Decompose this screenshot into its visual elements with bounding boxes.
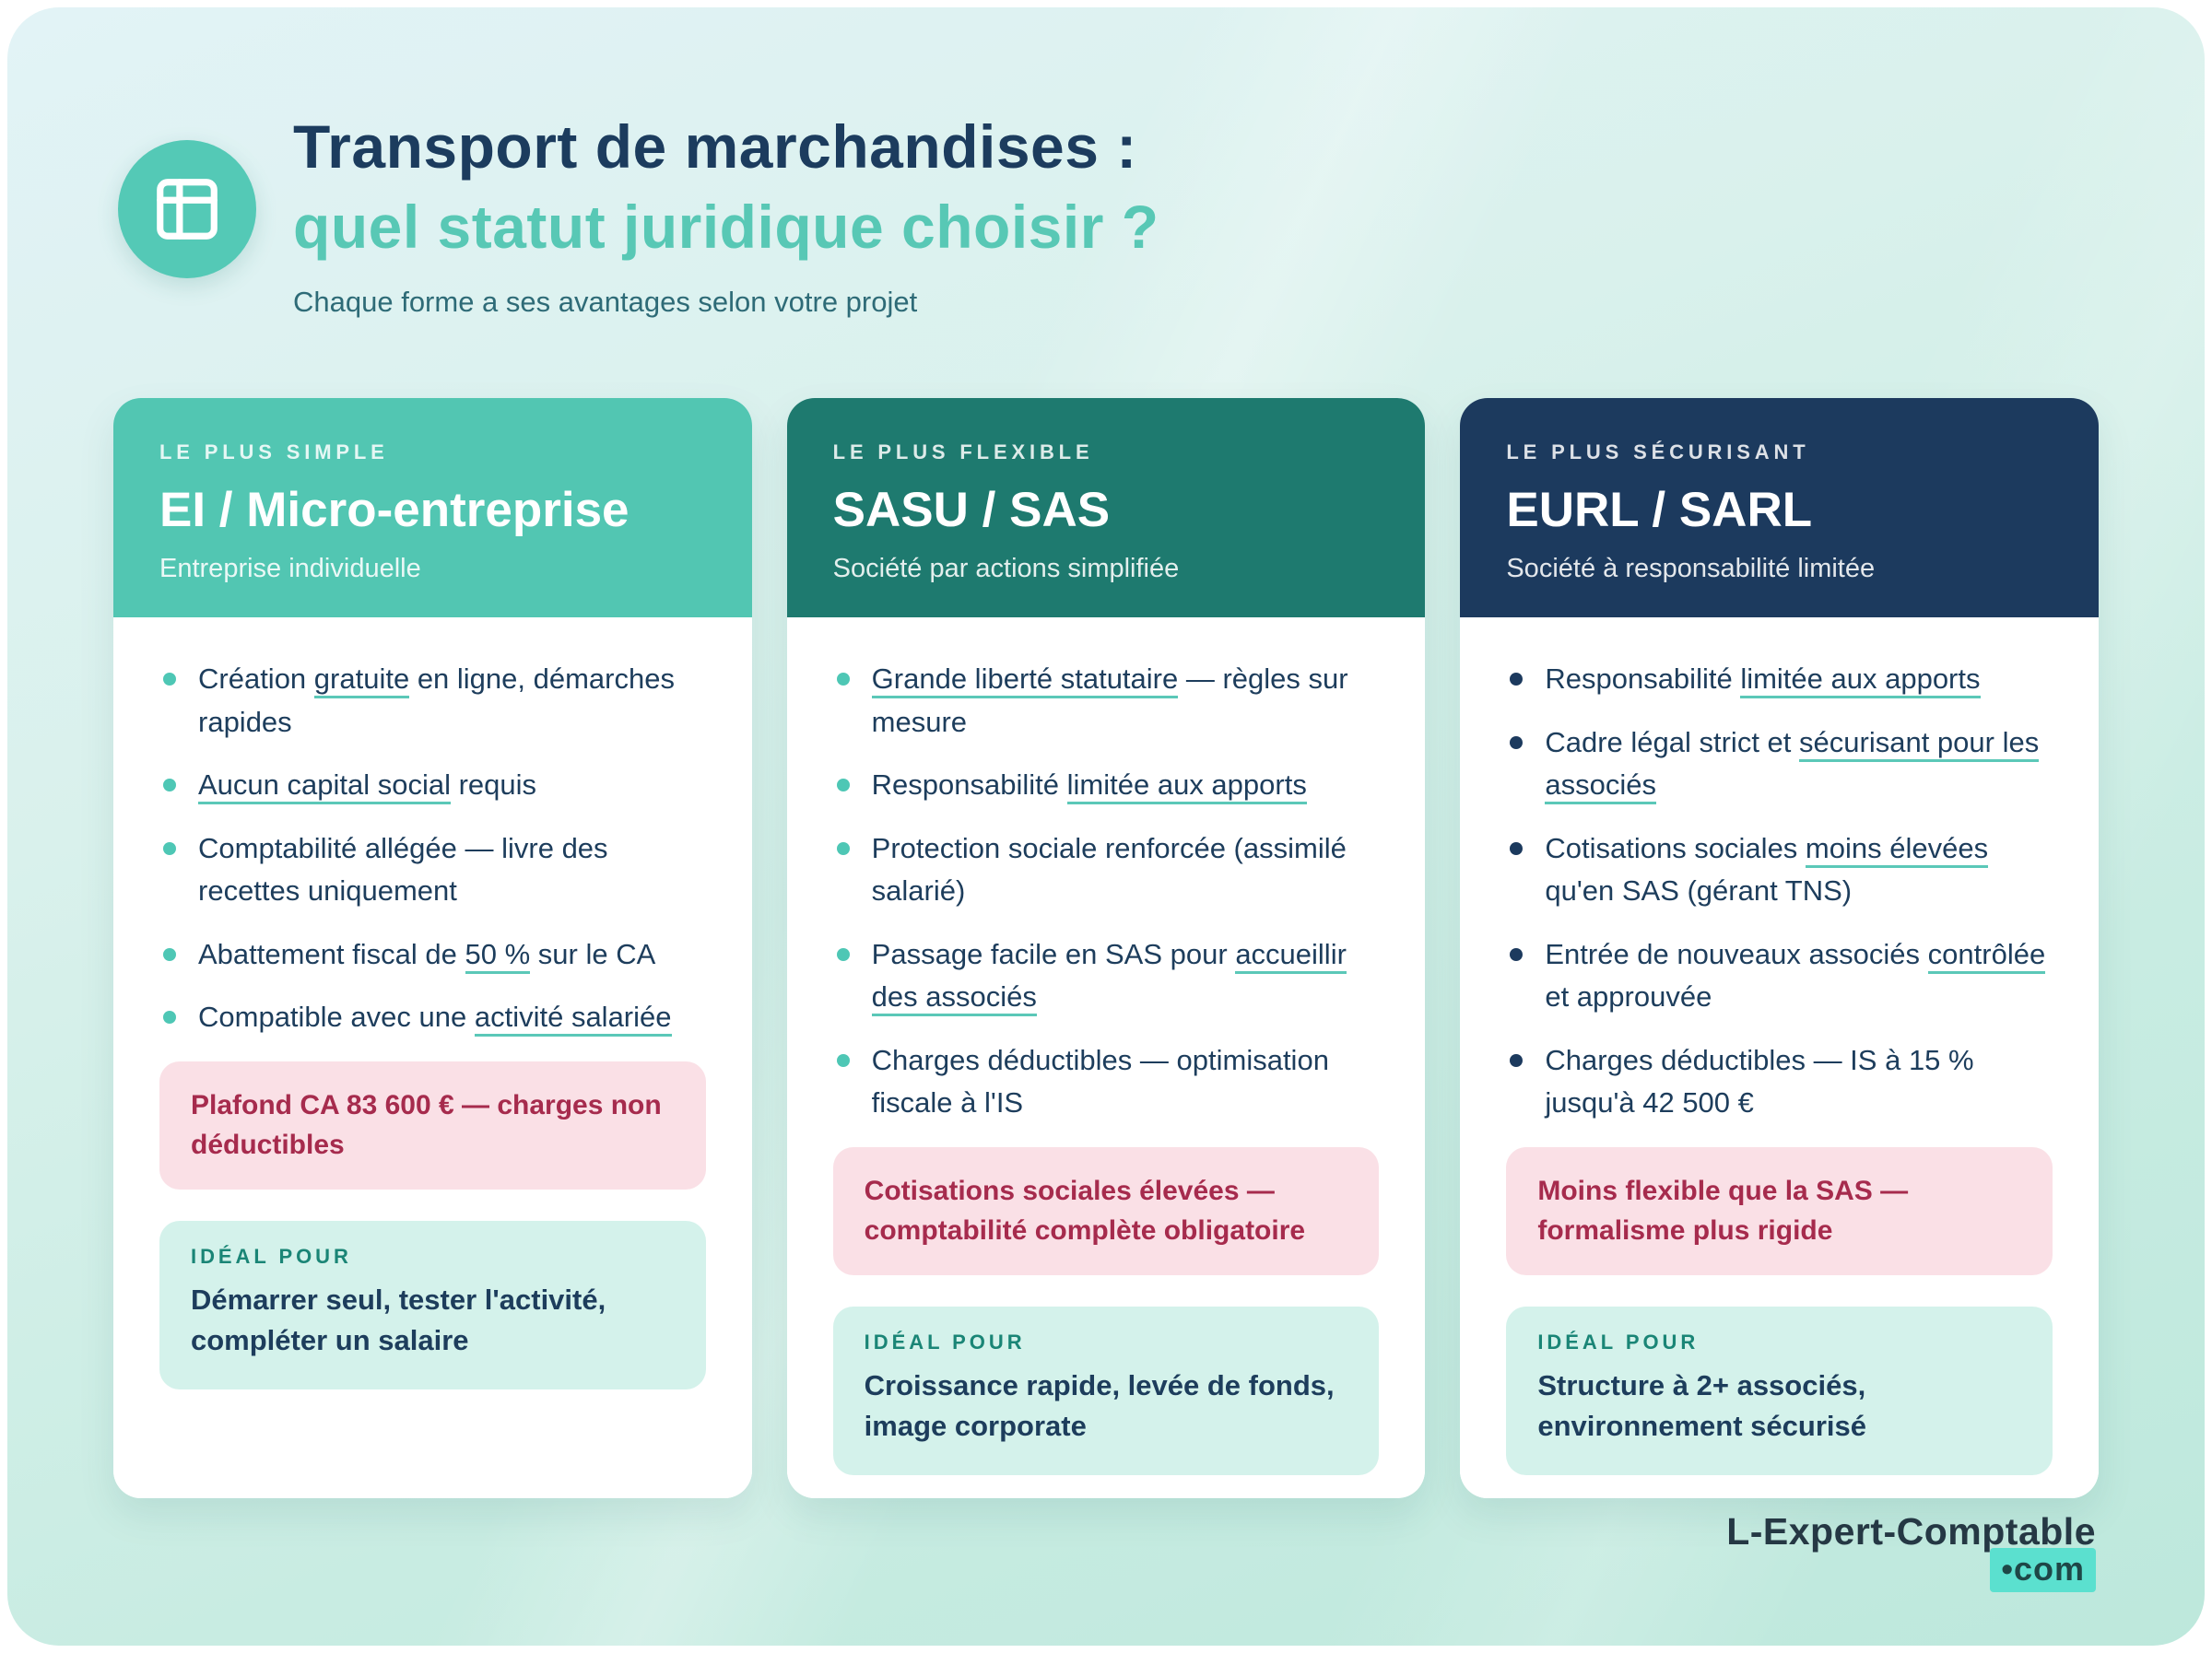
- card-header: LE PLUS SÉCURISANT EURL / SARL Société à…: [1460, 398, 2100, 617]
- ideal-box: IDÉAL POUR Croissance rapide, levée de f…: [832, 1306, 1380, 1476]
- bullet-item: Responsabilité limitée aux apports: [833, 764, 1380, 807]
- bullet-item: Grande liberté statutaire — règles sur m…: [833, 658, 1380, 744]
- bullet-dot: [163, 841, 176, 855]
- bullet-list: Création gratuite en ligne, démarches ra…: [159, 658, 706, 1039]
- status-card: LE PLUS FLEXIBLE SASU / SAS Société par …: [786, 398, 1426, 1498]
- ideal-label: IDÉAL POUR: [191, 1244, 352, 1268]
- bullet-dot: [163, 947, 176, 961]
- bullet-item: Abattement fiscal de 50 % sur le CA: [159, 933, 706, 977]
- card-tag-label: LE PLUS SÉCURISANT: [1506, 440, 1810, 463]
- bullet-item: Comptabilité allégée — livre des recette…: [159, 827, 706, 913]
- ideal-text: Croissance rapide, levée de fonds, image…: [864, 1368, 1335, 1443]
- bullet-text: Cadre légal strict et sécurisant pour le…: [1545, 721, 2053, 807]
- bullet-text: Responsabilité limitée aux apports: [872, 764, 1380, 807]
- bullet-dot: [836, 947, 850, 961]
- ideal-label: IDÉAL POUR: [864, 1330, 1026, 1354]
- bullet-dot: [1510, 673, 1524, 686]
- bullet-item: Compatible avec une activité salariée: [159, 996, 706, 1039]
- bullet-list: Responsabilité limitée aux apports Cadre …: [1506, 658, 2053, 1125]
- ideal-box: IDÉAL POUR Structure à 2+ associés, envi…: [1506, 1306, 2053, 1476]
- card-subtitle: Société à responsabilité limitée: [1506, 553, 1876, 583]
- card-tag-label: LE PLUS FLEXIBLE: [832, 440, 1094, 463]
- bullet-item: Protection sociale renforcée (assimilé s…: [833, 827, 1380, 913]
- bullet-list: Grande liberté statutaire — règles sur m…: [833, 658, 1380, 1125]
- warning-box: Plafond CA 83 600 € — charges non déduct…: [159, 1061, 706, 1190]
- warning-text: Cotisations sociales élevées — comptabil…: [864, 1175, 1306, 1247]
- bullet-text: Comptabilité allégée — livre des recette…: [198, 831, 608, 908]
- bullet-text: Protection sociale renforcée (assimilé s…: [871, 831, 1347, 908]
- warning-text: Plafond CA 83 600 € — charges non déduct…: [191, 1089, 662, 1161]
- card-title: EURL / SARL: [1506, 483, 1813, 537]
- bullet-dot: [1510, 1053, 1524, 1067]
- card-body: Création gratuite en ligne, démarches ra…: [113, 617, 752, 1498]
- bullet-dot: [1510, 735, 1524, 749]
- status-card: LE PLUS SIMPLE EI / Micro-entreprise Ent…: [113, 398, 752, 1498]
- card-title: SASU / SAS: [832, 483, 1111, 537]
- bullet-text: Grande liberté statutaire — règles sur m…: [871, 662, 1348, 738]
- bullet-item: Responsabilité limitée aux apports: [1506, 658, 2053, 701]
- warning-box: Cotisations sociales élevées — comptabil…: [832, 1146, 1380, 1275]
- ideal-text: Structure à 2+ associés, environnement s…: [1537, 1368, 1866, 1443]
- page-subtitle: Chaque forme a ses avantages selon votre…: [293, 286, 918, 319]
- bullet-item: Création gratuite en ligne, démarches ra…: [159, 658, 706, 744]
- bullet-item: Cadre légal strict et sécurisant pour le…: [1506, 721, 2053, 807]
- card-subtitle: Société par actions simplifiée: [832, 553, 1180, 583]
- card-header: LE PLUS FLEXIBLE SASU / SAS Société par …: [786, 398, 1426, 617]
- bullet-text: Passage facile en SAS pour accueillir de…: [871, 933, 1380, 1019]
- bullet-text: Aucun capital social requis: [198, 764, 706, 807]
- bullet-dot: [1510, 841, 1524, 855]
- bullet-item: Cotisations sociales moins élevées qu'en…: [1506, 827, 2053, 913]
- card-subtitle: Entreprise individuelle: [159, 553, 421, 583]
- bullet-dot: [163, 779, 176, 791]
- bullet-item: Aucun capital social requis: [159, 764, 706, 807]
- bullet-dot: [836, 779, 850, 791]
- card-body: Grande liberté statutaire — règles sur m…: [786, 617, 1426, 1498]
- table-layout-icon: [118, 140, 256, 278]
- brand-logo: L-Expert-Comptable •com: [1726, 1510, 2096, 1592]
- bullet-text: Entrée de nouveaux associés contrôlée et…: [1545, 937, 2046, 1013]
- bullet-text: Abattement fiscal de 50 % sur le CA: [198, 933, 706, 977]
- bullet-dot: [836, 841, 850, 855]
- card-body: Responsabilité limitée aux apports Cadre …: [1460, 617, 2100, 1498]
- bullet-text: Charges déductibles — IS à 15 % jusqu'à …: [1545, 1043, 1974, 1120]
- bullet-text: Responsabilité limitée aux apports: [1545, 658, 2053, 701]
- cards-row: LE PLUS SIMPLE EI / Micro-entreprise Ent…: [113, 398, 2100, 1498]
- brand-logo-domain-chip: •com: [1990, 1548, 2096, 1592]
- page-titles: Transport de marchandises : quel statut …: [293, 107, 1159, 319]
- card-tag-label: LE PLUS SIMPLE: [159, 440, 389, 463]
- bullet-text: Compatible avec une activité salariée: [198, 996, 706, 1039]
- bullet-item: Entrée de nouveaux associés contrôlée et…: [1506, 933, 2053, 1019]
- bullet-item: Passage facile en SAS pour accueillir de…: [833, 933, 1380, 1019]
- bullet-item: Charges déductibles — IS à 15 % jusqu'à …: [1506, 1039, 2053, 1125]
- page-title-line1: Transport de marchandises :: [293, 112, 1137, 181]
- ideal-text: Démarrer seul, tester l'activité, complé…: [191, 1283, 606, 1357]
- bullet-dot: [163, 673, 176, 686]
- ideal-box: IDÉAL POUR Démarrer seul, tester l'activ…: [159, 1220, 706, 1390]
- warning-box: Moins flexible que la SAS — formalisme p…: [1506, 1146, 2053, 1275]
- brand-logo-text: L-Expert-Comptable: [1726, 1510, 2096, 1553]
- status-card: LE PLUS SÉCURISANT EURL / SARL Société à…: [1460, 398, 2100, 1498]
- card-header: LE PLUS SIMPLE EI / Micro-entreprise Ent…: [113, 398, 752, 617]
- bullet-dot: [836, 1053, 850, 1067]
- bullet-text: Charges déductibles — optimisation fisca…: [871, 1043, 1329, 1120]
- page-title-line2: quel statut juridique choisir ?: [293, 193, 1159, 262]
- bullet-text: Cotisations sociales moins élevées qu'en…: [1545, 831, 1989, 907]
- bullet-dot: [836, 673, 850, 686]
- ideal-label: IDÉAL POUR: [1537, 1330, 1700, 1354]
- bullet-dot: [1510, 947, 1524, 961]
- card-title: EI / Micro-entreprise: [159, 483, 629, 537]
- warning-text: Moins flexible que la SAS — formalisme p…: [1537, 1175, 1909, 1247]
- bullet-dot: [163, 1011, 176, 1024]
- bullet-text: Création gratuite en ligne, démarches ra…: [198, 662, 675, 738]
- infographic-background: Transport de marchandises : quel statut …: [7, 7, 2205, 1646]
- page-header: Transport de marchandises : quel statut …: [118, 107, 1159, 319]
- bullet-item: Charges déductibles — optimisation fisca…: [833, 1039, 1380, 1125]
